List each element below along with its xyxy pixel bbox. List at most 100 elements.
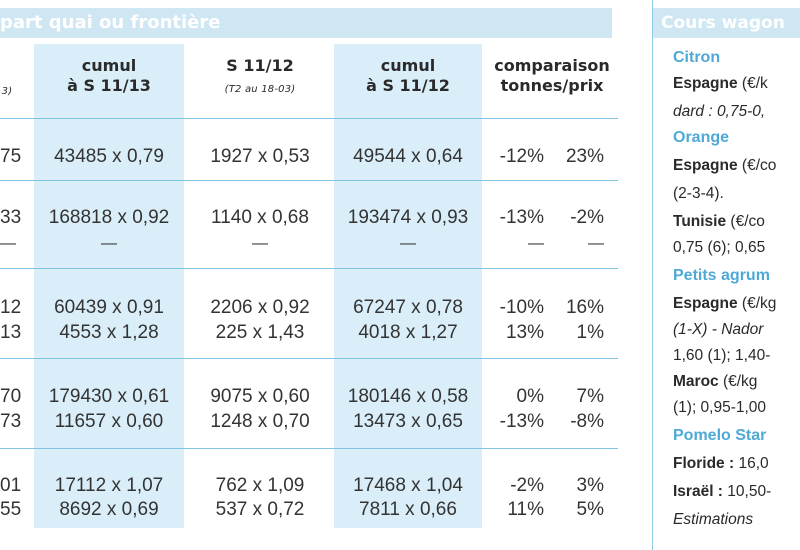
sidebar-line-5-value: (€/co	[737, 157, 777, 174]
sidebar-line-2-value: (€/k	[737, 75, 768, 92]
row2-col0: 33	[0, 207, 22, 228]
sidebar-line-18: Estimations	[673, 511, 754, 528]
row2-week-12: 1140 x 0,68	[211, 207, 309, 228]
sidebar-line-7-value: (€/co	[726, 213, 765, 230]
row2-prix: -2%	[570, 207, 604, 228]
row8-prix: 3%	[576, 475, 604, 496]
row1-cumul-13: 43485 x 0,79	[54, 146, 164, 167]
col-header-cumul-13-line1: cumul	[81, 56, 137, 75]
col-header-week-12-line1: S 11/12	[226, 56, 294, 75]
sidebar-line-9: Petits agrum	[673, 267, 770, 284]
row4-prix: 16%	[565, 297, 604, 318]
col-header-cumul-13-line2: à S 11/13	[67, 76, 151, 95]
row8-week-12: 762 x 1,09	[215, 475, 305, 496]
row7-col0: 73	[0, 411, 22, 432]
row9-tonnes: 11%	[507, 499, 544, 520]
sidebar-line-2: Espagne (€/k	[673, 74, 768, 94]
rule-row-1	[0, 180, 618, 181]
row5-week-12: 225 x 1,43	[215, 322, 305, 343]
sidebar-title: Cours wagon	[661, 13, 785, 33]
col-header-cumul-12-line1: cumul	[380, 56, 436, 75]
sidebar-line-5-label: Espagne	[673, 157, 738, 174]
sidebar-line-3: dard : 0,75-0,	[673, 103, 766, 120]
col-header-comparison-line1: comparaison	[494, 56, 610, 75]
row9-cumul-13: 8692 x 0,69	[59, 499, 159, 520]
sidebar-line-6: (2-3-4).	[673, 185, 724, 202]
row6-cumul-12: 180146 x 0,58	[347, 386, 469, 407]
row4-col0: 12	[0, 297, 22, 318]
sidebar-line-4: Orange	[673, 129, 730, 146]
sidebar-line-14: (1); 0,95-1,00	[673, 399, 767, 416]
row3-cumul-13: —	[101, 235, 117, 252]
row6-cumul-13: 179430 x 0,61	[48, 386, 170, 407]
row4-cumul-13: 60439 x 0,91	[54, 297, 164, 318]
row7-prix: -8%	[570, 411, 604, 432]
shaded-column-cumul-12	[334, 44, 482, 528]
sidebar-line-16-label: Floride :	[673, 455, 735, 472]
sidebar-line-16: Floride : 16,0	[673, 454, 769, 474]
row9-week-12: 537 x 0,72	[215, 499, 305, 520]
sidebar-line-13-label: Maroc	[673, 373, 719, 390]
sidebar-title-bar: Cours wagon	[653, 8, 800, 38]
sidebar-line-13-value: (€/kg	[718, 373, 758, 390]
row8-cumul-13: 17112 x 1,07	[54, 475, 164, 496]
wagon-prices-sidebar: Cours wagon Citron Espagne (€/k dard : 0,7…	[652, 0, 800, 550]
sidebar-line-16-value: 16,0	[734, 455, 769, 472]
row6-tonnes: 0%	[516, 386, 544, 407]
row6-col0: 70	[0, 386, 22, 407]
table-title-bar: part quai ou frontière	[0, 8, 612, 38]
row2-cumul-13: 168818 x 0,92	[48, 207, 170, 228]
col-header-comparison: comparaison tonnes/prix	[486, 56, 618, 96]
sidebar-line-10-value: (€/kg	[737, 295, 777, 312]
row2-cumul-12: 193474 x 0,93	[347, 207, 469, 228]
row8-tonnes: -2%	[510, 475, 544, 496]
row5-col0: 13	[0, 322, 22, 343]
col-header-week-12: S 11/12 (T2 au 18-03)	[190, 56, 330, 100]
sidebar-line-12: 1,60 (1); 1,40-	[673, 347, 771, 364]
row3-prix: —	[588, 235, 604, 252]
shaded-column-cumul-13	[34, 44, 184, 528]
table-title: part quai ou frontière	[0, 12, 221, 33]
row1-week-12: 1927 x 0,53	[210, 146, 310, 167]
sidebar-line-17-value: 10,50-	[722, 483, 772, 500]
row9-col0: 55	[0, 499, 22, 520]
sidebar-line-10: Espagne (€/kg	[673, 294, 776, 314]
row3-cumul-12: —	[400, 235, 416, 252]
sidebar-line-17-label: Israël :	[673, 483, 723, 500]
row8-cumul-12: 17468 x 1,04	[353, 475, 463, 496]
sidebar-line-17: Israël : 10,50-	[673, 482, 771, 502]
row3-week-12: —	[252, 235, 268, 252]
row3-tonnes: —	[528, 235, 544, 252]
row4-tonnes: -10%	[499, 297, 544, 318]
sidebar-line-15: Pomelo Star	[673, 427, 767, 444]
sidebar-line-11: (1-X) - Nador	[673, 321, 764, 338]
row5-cumul-12: 4018 x 1,27	[358, 322, 458, 343]
row6-prix: 7%	[576, 386, 604, 407]
sidebar-line-1: Citron	[673, 49, 721, 66]
col-header-0: 3)	[1, 86, 13, 97]
rule-row-2	[0, 268, 618, 269]
col-header-cumul-13: cumul à S 11/13	[34, 56, 184, 96]
row1-col0: 75	[0, 146, 22, 167]
col-header-cumul-12: cumul à S 11/12	[334, 56, 482, 96]
row6-week-12: 9075 x 0,60	[210, 386, 310, 407]
price-table-panel: part quai ou frontière 3) cumul à S 11/1…	[0, 8, 618, 528]
row5-prix: 1%	[576, 322, 604, 343]
row1-cumul-12: 49544 x 0,64	[353, 146, 463, 167]
row8-col0: 01	[0, 475, 22, 496]
sidebar-line-13: Maroc (€/kg	[673, 372, 757, 392]
row5-tonnes: 13%	[505, 322, 544, 343]
row9-cumul-12: 7811 x 0,66	[359, 499, 457, 520]
rule-row-3	[0, 358, 618, 359]
row7-week-12: 1248 x 0,70	[210, 411, 310, 432]
col-header-week-12-sub: (T2 au 18-03)	[224, 84, 296, 95]
sidebar-line-5: Espagne (€/co	[673, 156, 776, 176]
row9-prix: 5%	[576, 499, 604, 520]
rule-row-4	[0, 448, 618, 449]
row7-cumul-13: 11657 x 0,60	[54, 411, 164, 432]
row4-cumul-12: 67247 x 0,78	[353, 297, 463, 318]
row2-tonnes: -13%	[499, 207, 544, 228]
sidebar-line-8: 0,75 (6); 0,65	[673, 239, 766, 256]
sidebar-line-7-label: Tunisie	[673, 213, 727, 230]
sidebar-line-10-label: Espagne	[673, 295, 738, 312]
